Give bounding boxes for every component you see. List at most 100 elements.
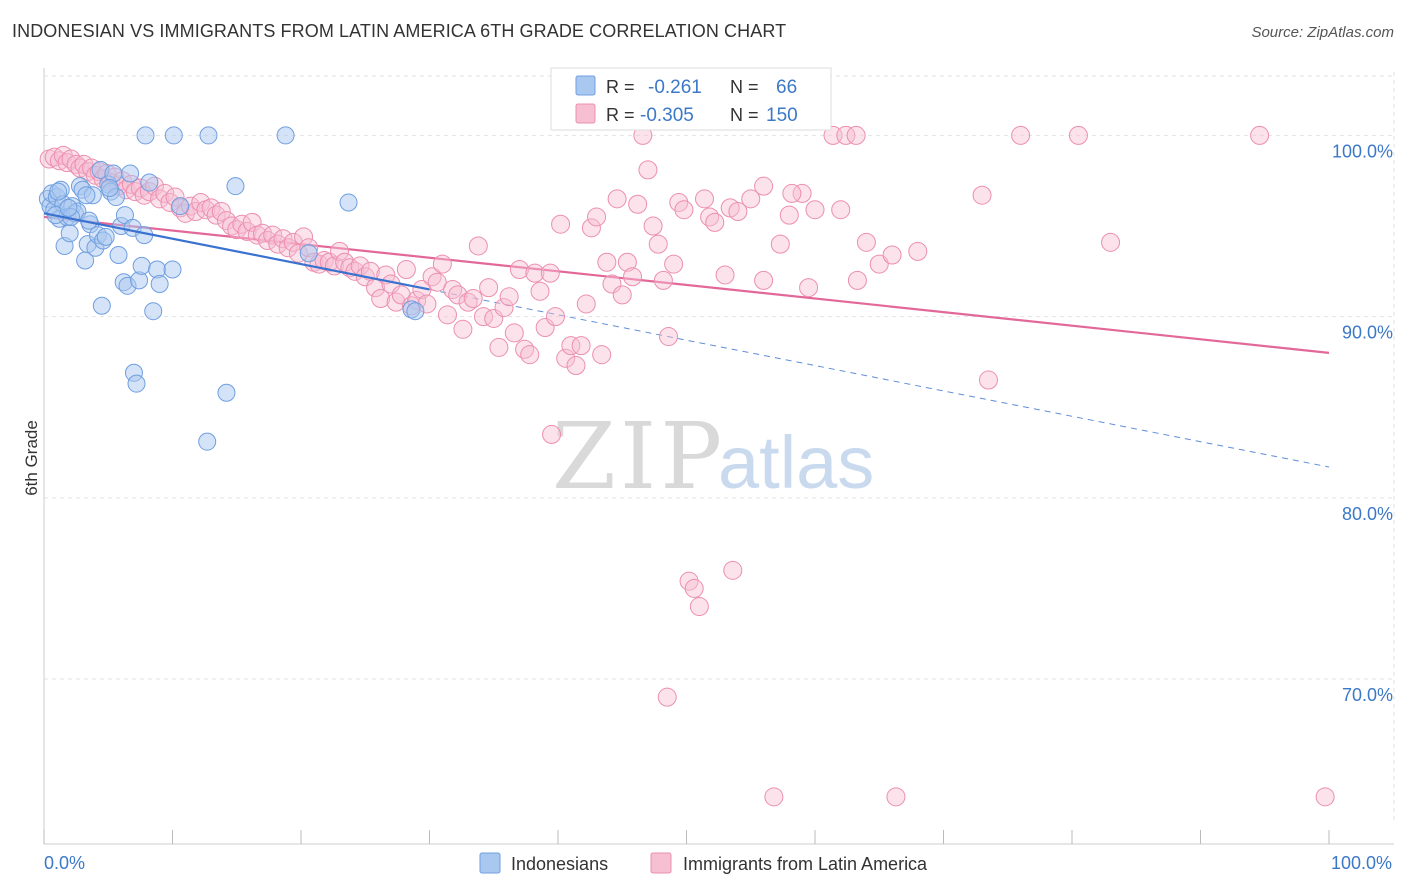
point-indonesians [109,246,128,265]
point-latin-america [155,183,175,203]
point-latin-america [886,787,906,807]
point-latin-america [689,597,709,617]
point-latin-america [273,229,293,249]
point-latin-america [597,252,617,272]
point-latin-america [330,241,350,261]
point-latin-america [479,278,499,298]
point-latin-america [836,125,856,145]
stats-n-label-pink: N = [730,105,759,125]
point-indonesians [150,275,169,294]
point-latin-america [587,207,607,227]
stats-r-value-pink: -0.305 [640,105,694,126]
point-latin-america [489,337,509,357]
stats-r-value-blue: -0.261 [648,77,702,98]
point-indonesians [136,126,155,145]
point-indonesians [77,186,96,205]
point-latin-america [576,294,596,314]
point-latin-america [494,298,514,318]
point-latin-america [530,281,550,301]
y-tick-label: 90.0% [1342,323,1393,343]
chart-title: INDONESIAN VS IMMIGRANTS FROM LATIN AMER… [12,21,787,41]
point-latin-america [258,231,278,251]
point-latin-america [1250,125,1270,145]
point-latin-america [799,278,819,298]
point-indonesians [100,178,119,197]
point-latin-america [412,279,432,299]
stats-r-label-pink: R = [606,105,635,125]
watermark-atlas: atlas [718,421,874,504]
stats-n-value-pink: 150 [766,105,798,126]
point-latin-america [831,200,851,220]
point-latin-america [211,202,231,222]
point-latin-america [805,200,825,220]
point-latin-america [705,212,725,232]
point-latin-america [237,221,257,241]
point-latin-america [728,202,748,222]
legend-label-latin-america: Immigrants from Latin America [683,854,928,874]
point-latin-america [612,285,632,305]
point-latin-america [754,270,774,290]
blue-series-points [38,126,430,451]
point-latin-america [715,265,735,285]
legend-swatch-latin-america [650,852,672,874]
point-latin-america [515,339,535,359]
stats-n-label-blue: N = [730,77,759,97]
point-indonesians [140,173,159,192]
point-latin-america [468,236,488,256]
point-latin-america [396,260,416,280]
point-latin-america [664,254,684,274]
point-latin-america [638,160,658,180]
point-latin-america [371,289,391,309]
point-latin-america [463,289,483,309]
point-latin-america [659,327,679,347]
point-latin-america [1315,787,1335,807]
point-latin-america [623,267,643,287]
point-latin-america [694,189,714,209]
point-latin-america [1068,125,1088,145]
axes [43,68,1394,845]
point-indonesians [226,177,245,196]
point-latin-america [754,176,774,196]
point-latin-america [448,285,468,305]
point-latin-america [545,307,565,327]
point-latin-america [427,272,447,292]
point-indonesians [199,126,218,145]
pink-series-points [39,125,1335,807]
point-latin-america [847,270,867,290]
trend-line-indonesians [43,212,430,291]
point-indonesians [121,164,140,183]
point-latin-america [150,189,170,209]
point-indonesians [144,302,163,321]
point-latin-america [856,232,876,252]
x-tick-label-max: 100.0% [1331,853,1392,873]
point-latin-america [520,345,540,365]
y-tick-label: 70.0% [1342,685,1393,705]
point-latin-america [723,560,743,580]
point-indonesians [132,256,151,275]
point-latin-america [499,287,519,307]
point-indonesians [276,126,295,145]
point-latin-america [540,263,560,283]
point-latin-america [566,356,586,376]
point-latin-america [779,205,799,225]
trend-line-indonesians-extrapolated [429,288,1330,468]
point-latin-america [556,348,576,368]
point-latin-america [422,267,442,287]
point-latin-america [571,336,591,356]
legend-swatch-indonesians [479,852,501,874]
point-latin-america [972,185,992,205]
point-latin-america [846,125,866,145]
point-latin-america [525,263,545,283]
point-latin-america [869,254,889,274]
point-indonesians [164,126,183,145]
point-latin-america [66,154,86,174]
point-latin-america [1011,125,1031,145]
point-indonesians [92,296,111,315]
point-indonesians [96,227,115,246]
point-latin-america [978,370,998,390]
point-latin-america [283,232,303,252]
point-indonesians [406,302,425,321]
y-axis-label: 6th Grade [22,420,41,496]
point-latin-america [542,424,562,444]
point-latin-america [592,345,612,365]
